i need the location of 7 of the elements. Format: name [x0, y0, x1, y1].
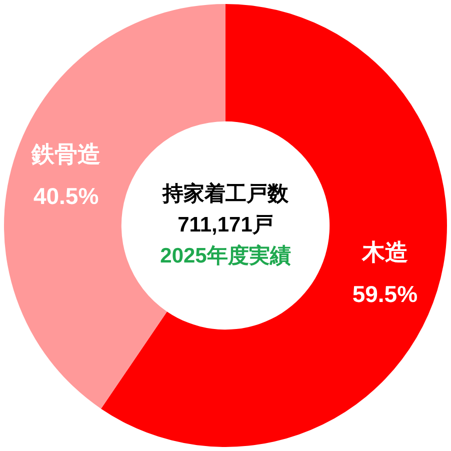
data-label: 40.5% — [33, 182, 99, 209]
slice-label: 木造 — [360, 238, 408, 265]
text: 持家着工戸数 — [162, 181, 290, 206]
data-label: 59.5% — [352, 280, 418, 307]
slice-label: 鉄骨造 — [30, 140, 101, 167]
text: 2025年度実績 — [160, 243, 291, 268]
text: 711,171戸 — [178, 213, 274, 236]
